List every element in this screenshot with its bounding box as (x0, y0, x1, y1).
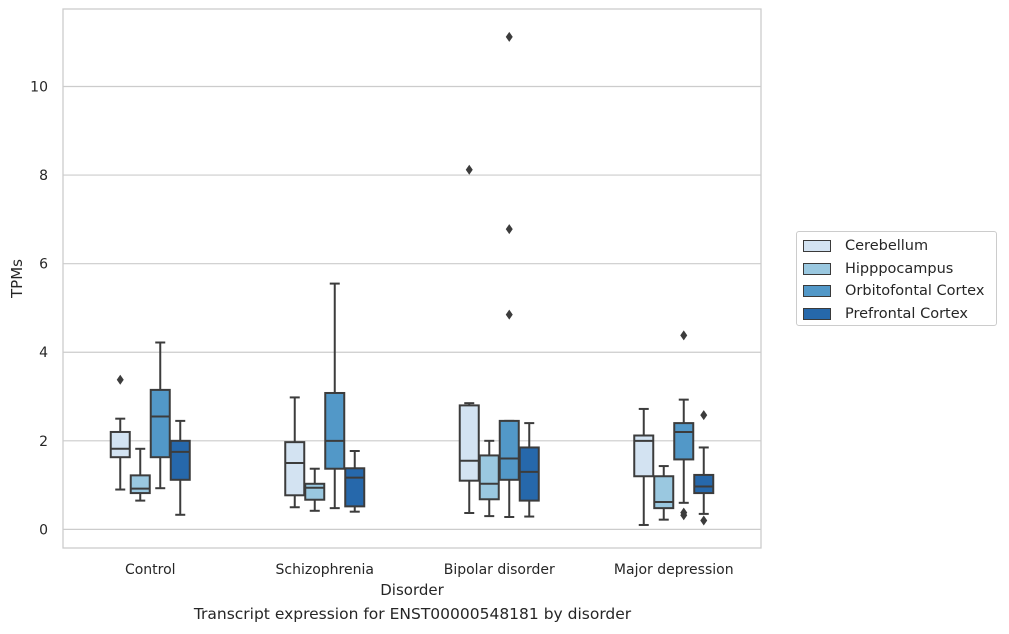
legend-swatch (803, 285, 831, 298)
box-iqr (498, 419, 520, 481)
y-tick-label: 2 (39, 434, 48, 450)
box-group (109, 374, 131, 491)
box-iqr (129, 474, 151, 495)
outlier-point (700, 515, 708, 526)
legend-item: Prefrontal Cortex (803, 303, 996, 326)
box-group (633, 407, 655, 526)
y-tick-label: 0 (39, 522, 48, 538)
box-iqr (149, 388, 171, 459)
box-iqr (693, 473, 715, 495)
outlier-point (700, 410, 708, 421)
outlier-point (680, 330, 688, 341)
x-tick-label: Bipolar disorder (444, 562, 555, 578)
x-tick-label: Schizophrenia (276, 562, 374, 578)
box-iqr (109, 430, 131, 459)
box-group (478, 439, 500, 518)
box-group (284, 396, 306, 509)
box-group (169, 419, 191, 516)
box-iqr (344, 467, 366, 508)
axis-ticks: 0 2 4 6 8 10 Control Schizophrenia Bipolar disor… (30, 80, 733, 578)
box-iqr (304, 482, 326, 501)
legend-swatch (803, 240, 831, 253)
box-iqr (518, 446, 540, 502)
box-group (324, 282, 346, 510)
legend-label: Orbitofontal Cortex (845, 283, 985, 300)
legend-item: Cerebellum (803, 235, 996, 258)
box-iqr (458, 404, 480, 482)
legend-swatch (803, 307, 831, 320)
box-group (458, 164, 480, 515)
x-axis-title: Disorder (380, 581, 444, 599)
plot-frame (62, 8, 762, 549)
y-tick-label: 4 (39, 345, 48, 361)
legend-item: Hipppocampus (803, 258, 996, 281)
box-group (149, 341, 171, 490)
legend-swatch (803, 262, 831, 275)
box-iqr (324, 391, 346, 470)
outlier-point (465, 164, 473, 175)
x-tick-label: Control (125, 562, 176, 578)
box-group (653, 465, 675, 521)
legend-label: Cerebellum (845, 238, 929, 255)
outlier-point (505, 31, 513, 42)
outlier-point (680, 510, 688, 521)
legend-item: Orbitofontal Cortex (803, 280, 996, 303)
y-tick-label: 8 (39, 168, 48, 184)
chart-caption: Transcript expression for ENST0000054818… (193, 605, 632, 623)
box-group (673, 330, 695, 521)
outlier-point (505, 309, 513, 320)
box-group (518, 422, 540, 518)
box-group (498, 31, 520, 518)
y-axis-title: TPMs (8, 259, 26, 299)
box-group (129, 447, 151, 502)
box-iqr (653, 475, 675, 510)
box-plot-series (109, 31, 715, 526)
y-tick-label: 10 (30, 80, 48, 96)
x-tick-label: Major depression (614, 562, 734, 578)
box-iqr (478, 454, 500, 501)
y-tick-label: 6 (39, 257, 48, 273)
box-iqr (169, 439, 191, 481)
box-iqr (633, 434, 655, 478)
legend-label: Prefrontal Cortex (845, 305, 968, 322)
box-group (344, 450, 366, 513)
outlier-point (505, 224, 513, 235)
box-iqr (284, 441, 306, 497)
grid-lines (63, 85, 761, 530)
legend: Cerebellum Hipppocampus Orbitofontal Cor… (796, 231, 997, 326)
box-group (304, 467, 326, 512)
box-group (693, 410, 715, 526)
legend-label: Hipppocampus (845, 260, 954, 277)
outlier-point (116, 374, 124, 385)
box-iqr (673, 422, 695, 461)
